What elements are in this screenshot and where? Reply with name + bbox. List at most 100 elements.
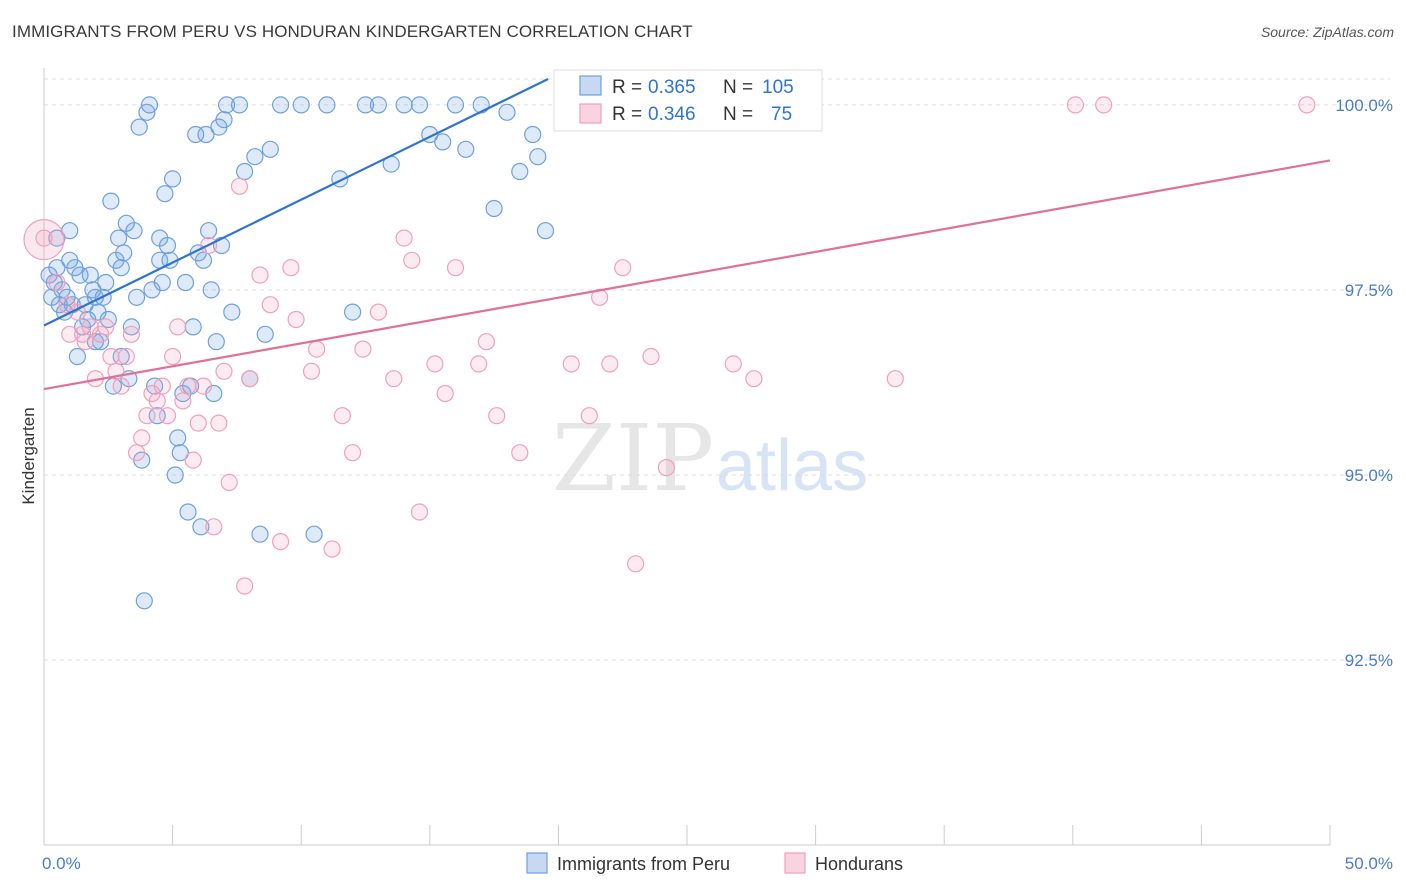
point-peru <box>184 318 202 336</box>
point-peru <box>369 96 387 114</box>
point-peru <box>197 125 215 144</box>
point-peru <box>215 111 233 129</box>
point-hondurans <box>470 355 488 373</box>
tick-labels: 100.0% 97.5% 95.0% 92.5% 0.0% 50.0% <box>42 96 1393 873</box>
point-hondurans <box>272 532 290 551</box>
watermark: ZIP atlas <box>552 405 868 512</box>
point-hondurans <box>614 259 632 277</box>
point-peru <box>68 347 87 366</box>
point-hondurans-cluster <box>23 219 65 261</box>
point-peru <box>251 525 269 543</box>
point-hondurans <box>61 325 79 343</box>
point-peru <box>169 429 187 447</box>
bottom-legend-label-peru: Immigrants from Peru <box>557 854 730 874</box>
point-peru <box>81 266 99 284</box>
point-hondurans <box>354 340 372 358</box>
point-peru <box>158 236 177 255</box>
point-peru <box>140 96 159 114</box>
trend-line-hondurans <box>43 159 1331 391</box>
point-hondurans <box>287 310 305 329</box>
point-peru <box>48 229 66 247</box>
point-peru <box>529 148 547 166</box>
point-peru <box>128 288 146 306</box>
point-peru <box>130 118 148 136</box>
point-peru <box>272 96 290 114</box>
point-hondurans <box>138 407 156 425</box>
point-peru <box>410 96 429 114</box>
point-hondurans <box>323 540 341 558</box>
point-hondurans <box>1066 96 1085 114</box>
point-peru <box>446 96 465 114</box>
point-peru <box>109 229 128 247</box>
point-peru <box>166 466 184 484</box>
source-label: Source: ZipAtlas.com <box>1260 24 1394 40</box>
point-hondurans <box>215 362 233 380</box>
y-tick-label: 97.5% <box>1345 281 1393 300</box>
legend-swatch-hondurans <box>579 103 602 124</box>
point-hondurans <box>158 407 177 425</box>
point-hondurans <box>184 451 202 469</box>
legend-r-value-hondurans: 0.346 <box>648 104 696 125</box>
correlation-legend: R = 0.365 N = 105 R = 0.346 N = 75 <box>553 69 823 132</box>
point-hondurans <box>220 473 238 491</box>
point-hondurans <box>102 347 120 366</box>
point-hondurans <box>282 259 300 277</box>
point-hondurans <box>205 518 223 536</box>
point-peru <box>112 259 130 277</box>
point-peru <box>194 251 213 269</box>
point-hondurans <box>395 229 413 247</box>
point-peru <box>153 273 171 292</box>
point-peru <box>305 525 323 543</box>
point-peru <box>218 96 236 114</box>
point-peru <box>536 222 555 240</box>
point-peru <box>318 96 336 114</box>
point-peru <box>115 244 133 262</box>
point-hondurans <box>562 355 580 373</box>
point-hondurans <box>511 444 529 462</box>
y-tick-label: 95.0% <box>1345 466 1393 485</box>
point-hondurans <box>97 318 115 336</box>
point-hondurans <box>261 296 279 314</box>
legend-n-label-peru: N = <box>723 77 753 98</box>
point-hondurans <box>169 318 187 336</box>
point-hondurans <box>153 377 171 395</box>
point-peru <box>344 303 362 321</box>
point-hondurans <box>626 555 645 573</box>
point-hondurans <box>122 325 140 343</box>
point-peru <box>164 170 182 188</box>
point-hondurans <box>745 370 763 388</box>
point-peru <box>434 133 452 151</box>
point-hondurans <box>236 577 254 595</box>
watermark-atlas: atlas <box>716 426 868 506</box>
bottom-legend-label-hondurans: Hondurans <box>815 854 903 874</box>
point-peru <box>125 222 143 240</box>
point-peru <box>230 96 249 114</box>
legend-r-value-peru: 0.365 <box>648 77 696 98</box>
point-peru <box>61 251 79 269</box>
point-peru <box>395 96 413 114</box>
point-peru <box>256 325 274 343</box>
point-peru <box>202 281 220 299</box>
watermark-zip: ZIP <box>552 405 714 512</box>
point-hondurans <box>189 414 207 432</box>
point-peru <box>511 162 529 181</box>
point-hondurans <box>112 377 130 395</box>
point-hondurans <box>210 414 228 432</box>
point-hondurans <box>174 392 192 410</box>
point-hondurans <box>35 229 53 247</box>
point-hondurans <box>403 251 421 269</box>
point-hondurans <box>148 392 166 410</box>
point-peru <box>236 162 254 181</box>
x-tick-label: 50.0% <box>1345 854 1393 873</box>
point-hondurans <box>344 444 362 462</box>
series-legend: Immigrants from Peru Hondurans <box>526 852 903 874</box>
point-hondurans <box>230 177 249 195</box>
point-hondurans <box>369 303 387 321</box>
point-hondurans <box>724 355 742 373</box>
point-peru <box>171 444 189 462</box>
point-hondurans <box>1298 96 1316 114</box>
point-hondurans <box>580 407 598 425</box>
point-peru <box>179 503 197 521</box>
point-peru <box>292 96 310 114</box>
point-peru <box>48 259 66 277</box>
